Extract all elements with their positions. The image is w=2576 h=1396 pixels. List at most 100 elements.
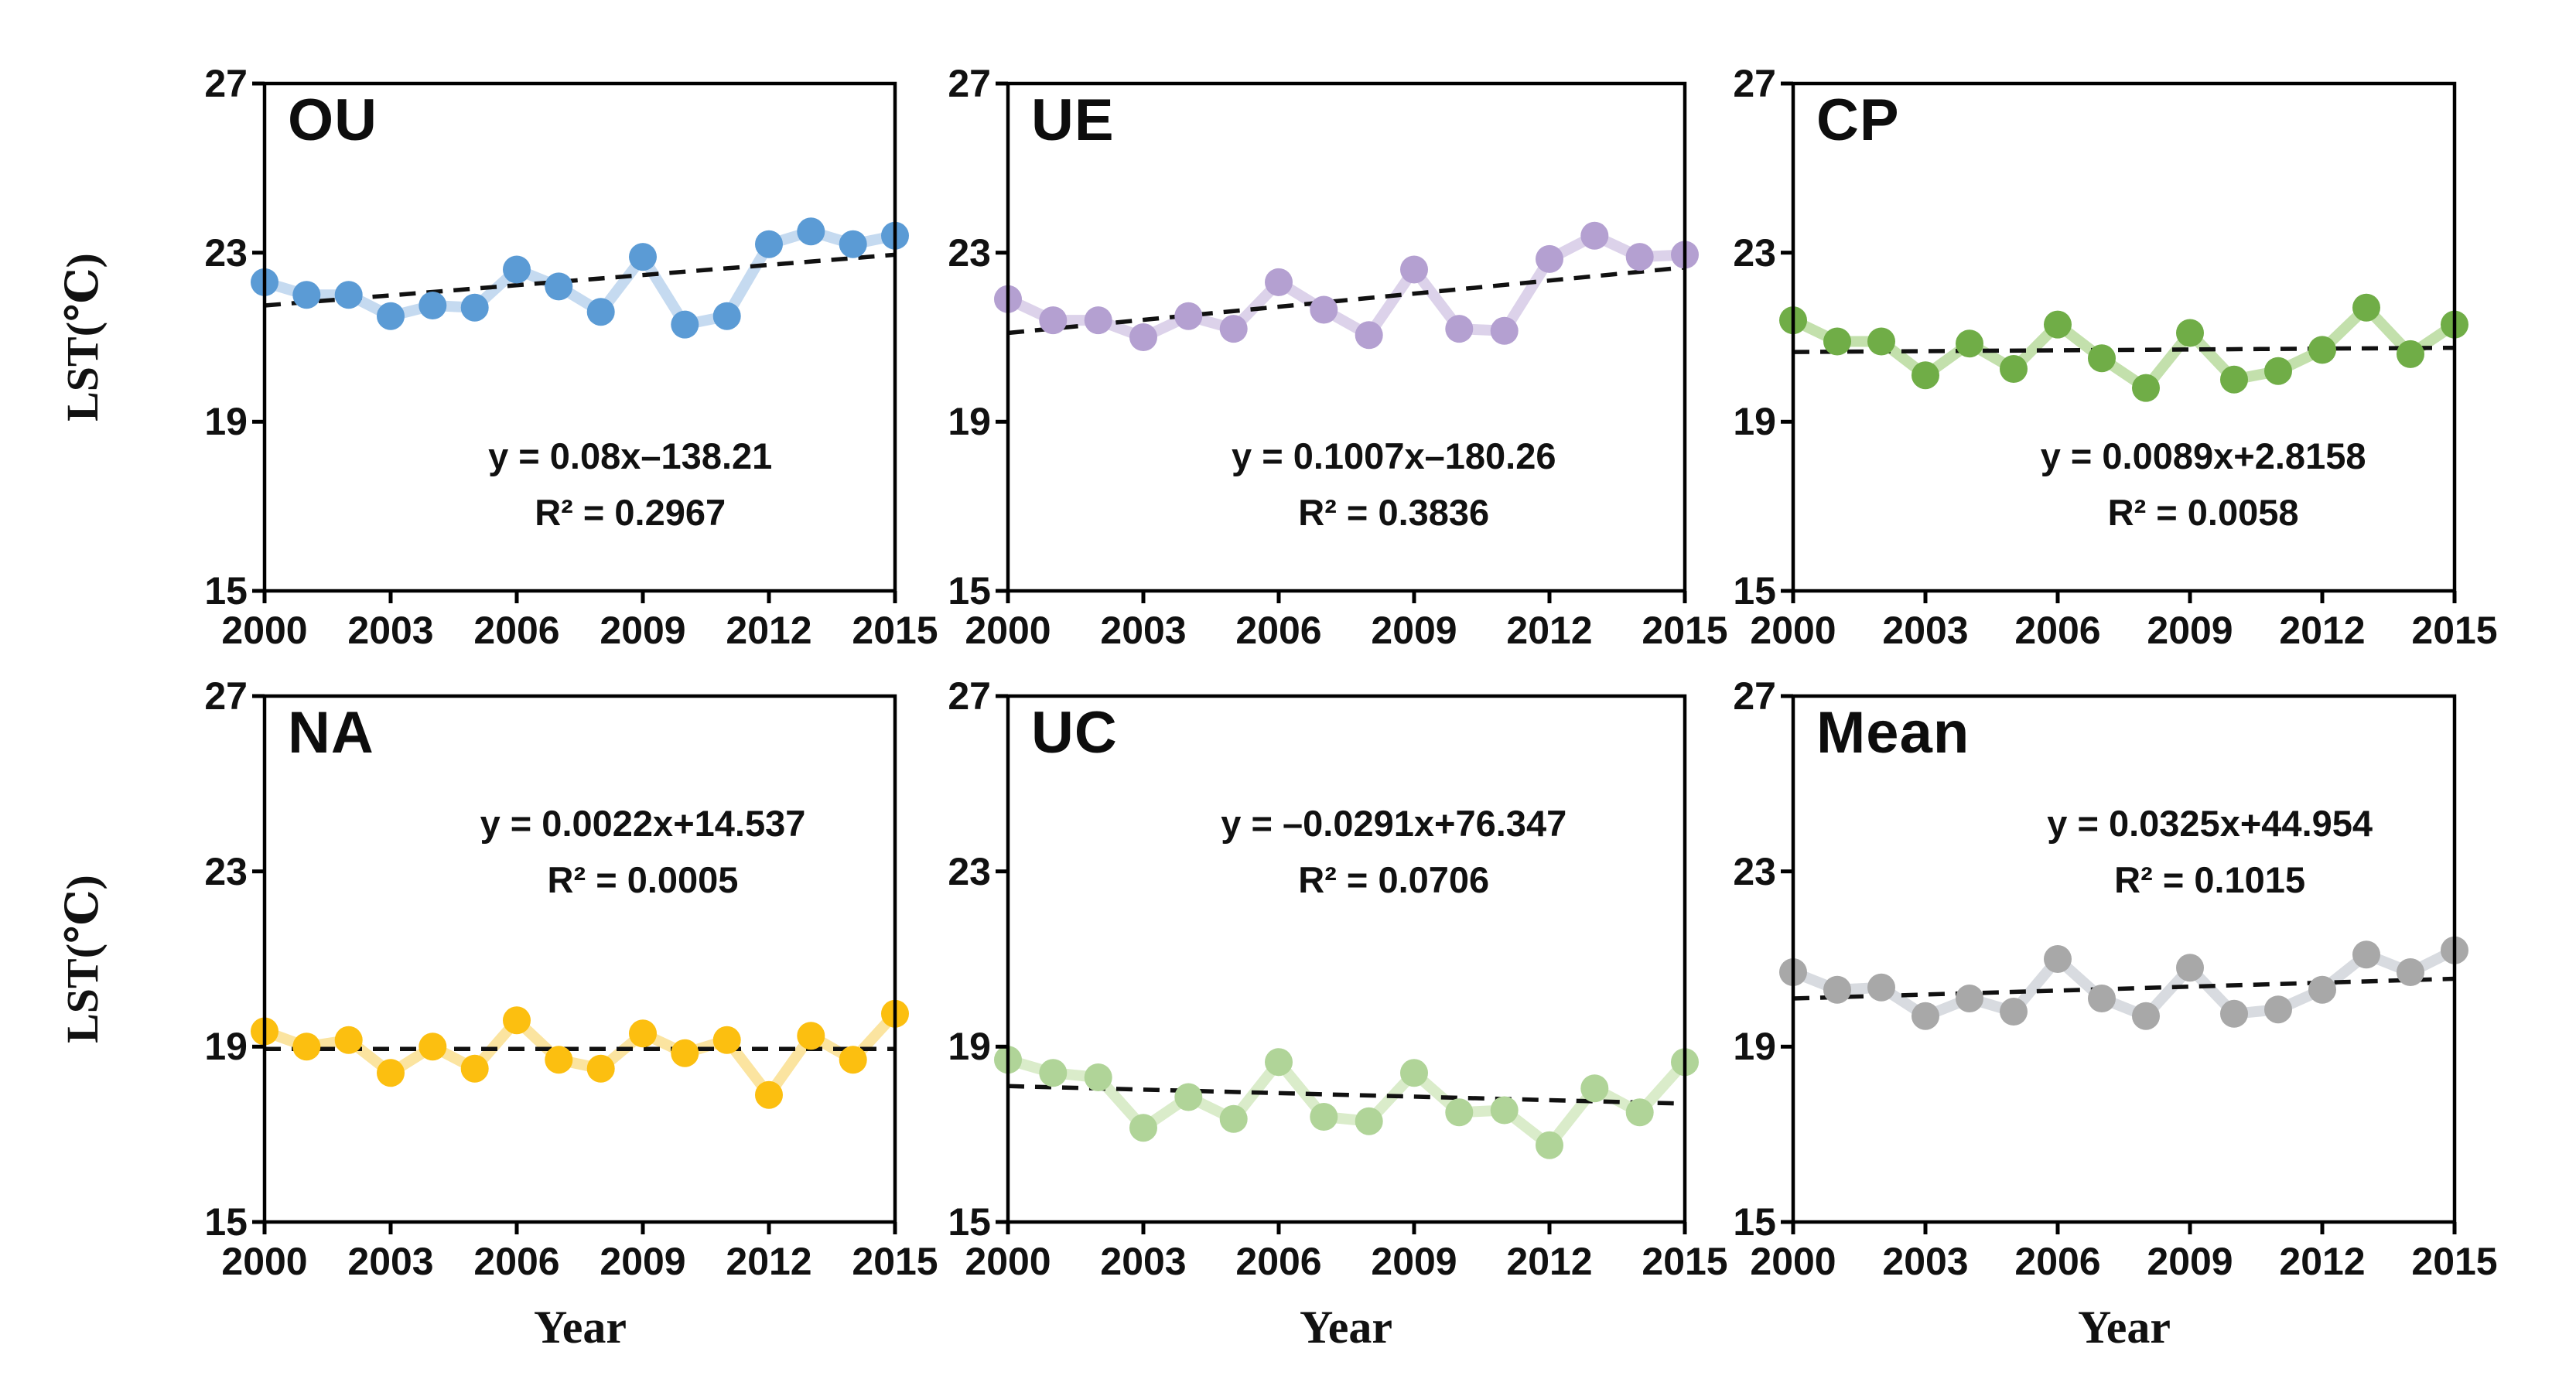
data-point [839, 230, 867, 258]
x-tick-label: 2006 [1235, 609, 1322, 652]
data-point [797, 217, 825, 246]
data-point [1084, 306, 1112, 335]
equation-text: y = 0.0022x+14.537 [480, 803, 806, 845]
data-point [1445, 1098, 1474, 1127]
data-point [460, 1054, 489, 1083]
x-tick-label: 2012 [2279, 1240, 2366, 1283]
y-tick-label: 23 [1733, 230, 1776, 275]
r-squared-text: R² = 0.1015 [2114, 859, 2306, 901]
panel-title-cp: CP [1816, 87, 1900, 153]
data-point [2352, 940, 2380, 969]
data-point [1265, 1048, 1293, 1077]
data-point [2308, 975, 2336, 1004]
x-tick-label: 2000 [965, 1240, 1051, 1283]
x-tick-label: 2006 [473, 609, 560, 652]
data-point [2132, 1002, 2160, 1030]
x-tick-label: 2000 [1750, 1240, 1836, 1283]
x-tick-label: 2009 [600, 609, 686, 652]
data-point [1536, 1131, 1563, 1159]
x-tick-label: 2006 [2014, 1240, 2101, 1283]
data-point [377, 302, 405, 330]
x-tick-label: 2009 [1371, 609, 1457, 652]
data-point [712, 1026, 741, 1054]
data-point [1490, 1096, 1519, 1125]
series-line [259, 1008, 900, 1101]
data-point [2397, 958, 2424, 986]
y-tick-label: 27 [948, 62, 991, 105]
plot-area-mean [1779, 694, 2468, 1234]
y-tick-label: 19 [948, 400, 991, 444]
data-point [1823, 975, 1851, 1004]
panel-title-na: NA [288, 700, 374, 766]
x-tick-label: 2015 [2411, 609, 2498, 652]
data-point [586, 298, 615, 326]
trend-line [1007, 1084, 1686, 1106]
data-point [1310, 295, 1338, 324]
trend-line [1792, 345, 2455, 354]
data-point [1536, 244, 1563, 273]
data-point [1129, 323, 1157, 351]
data-point [1490, 316, 1519, 345]
data-point [1219, 1104, 1248, 1133]
chart-panel-mean: 27 23 19 15 2000 2003 2006 2009 2012 2015 Mean y… [1733, 677, 2497, 1281]
y-tick-label: 15 [204, 569, 248, 613]
panel-title-uc: UC [1031, 700, 1118, 766]
x-tick-label: 2015 [852, 609, 938, 652]
data-point [1355, 1107, 1383, 1135]
equation-text: y = 0.0089x+2.8158 [2040, 435, 2366, 477]
data-point [292, 1032, 321, 1061]
data-point [629, 1019, 657, 1048]
data-point [1580, 1074, 1609, 1103]
data-point [712, 302, 741, 330]
x-tick-label: 2006 [473, 1240, 560, 1283]
r-squared-text: R² = 0.0005 [547, 859, 739, 901]
plot-area-ue [994, 81, 1699, 603]
trend-equation-ou: y = 0.08x–138.21 R² = 0.2967 [488, 428, 772, 541]
y-tick-label: 23 [948, 849, 991, 893]
data-point [2220, 999, 2248, 1028]
data-point [2308, 336, 2336, 364]
x-tick-label: 2003 [347, 1240, 434, 1283]
y-tick-label: 19 [948, 1025, 991, 1069]
data-point [671, 1039, 699, 1067]
x-axis-title: Year [1300, 1302, 1392, 1353]
data-point [797, 1022, 825, 1050]
y-tick-label: 27 [1733, 62, 1776, 105]
x-tick-label: 2000 [965, 609, 1051, 652]
data-point [1956, 985, 1983, 1012]
data-point [419, 1032, 447, 1061]
r-squared-text: R² = 0.2967 [535, 491, 726, 533]
data-point [1445, 315, 1474, 343]
y-tick-label: 23 [204, 849, 248, 893]
y-tick-label: 19 [204, 400, 248, 444]
series-line [1788, 302, 2460, 394]
data-point [2000, 998, 2028, 1026]
x-tick-label: 2012 [1506, 609, 1593, 652]
chart-panel-cp: 27 23 19 15 2000 2003 2006 2009 2012 2015 CP y =… [1733, 64, 2497, 650]
data-point [2176, 319, 2204, 347]
y-tick-label: 15 [1733, 1200, 1776, 1244]
x-tick-label: 2015 [2411, 1240, 2498, 1283]
trend-line [1007, 265, 1686, 336]
x-tick-label: 2009 [2147, 609, 2233, 652]
data-point [292, 281, 321, 309]
chart-panel-ou: 27 23 19 15 2000 2003 2006 2009 2012 2015 OU y =… [204, 64, 938, 650]
data-point [1039, 306, 1068, 335]
data-point [334, 1026, 363, 1054]
panel-title-mean: Mean [1816, 700, 1970, 766]
data-point [2264, 995, 2292, 1024]
y-tick-label: 15 [948, 1200, 991, 1244]
data-point [755, 1080, 783, 1109]
data-point [586, 1054, 615, 1083]
data-point [419, 292, 447, 319]
x-tick-label: 2015 [1642, 609, 1728, 652]
data-point [2088, 344, 2116, 373]
data-point [1355, 321, 1383, 350]
data-point [1174, 302, 1203, 330]
plot-border [1006, 694, 1687, 1224]
data-point [503, 1006, 531, 1035]
data-point [1400, 255, 1428, 284]
data-point [839, 1046, 867, 1074]
data-point [755, 230, 783, 258]
x-tick-label: 2006 [1235, 1240, 1322, 1283]
